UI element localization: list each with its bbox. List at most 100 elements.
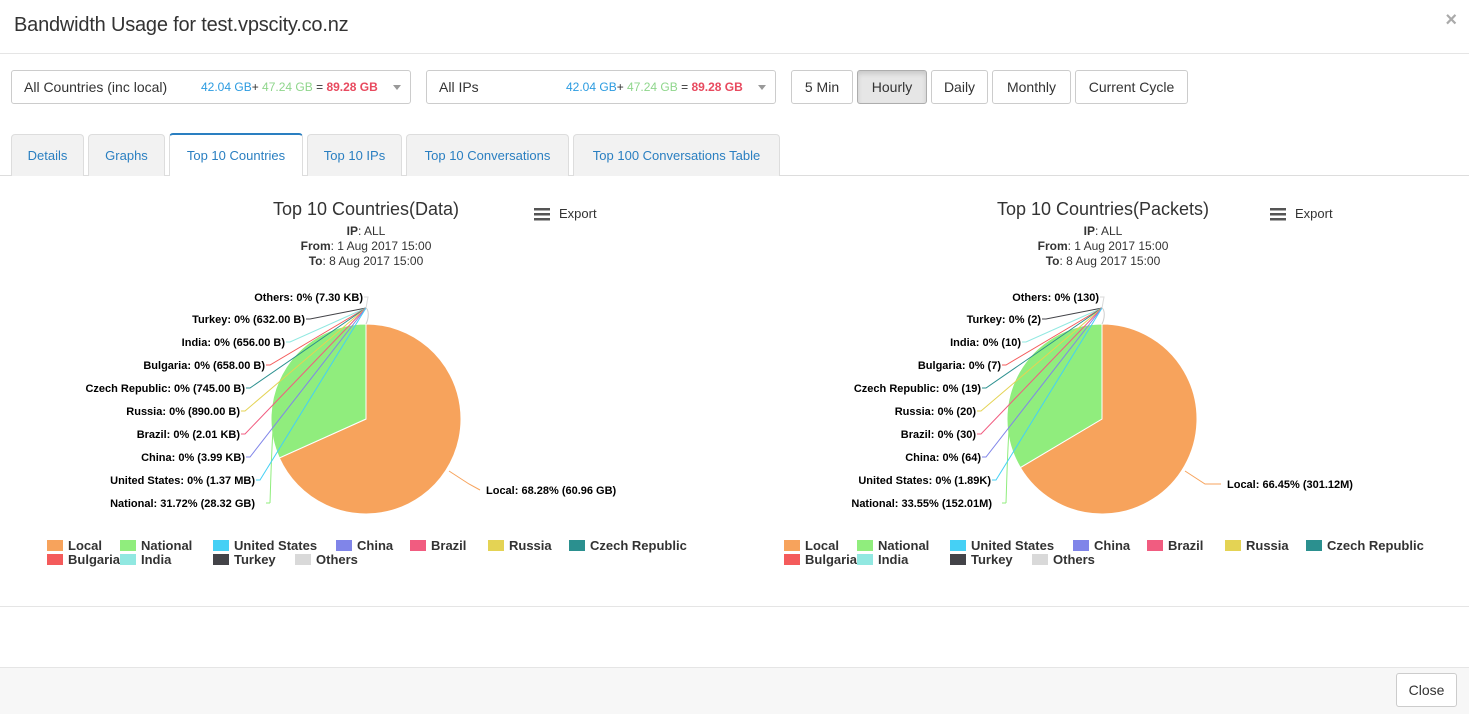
legend-swatch: [1306, 540, 1322, 551]
connector-united-states: [992, 307, 1103, 481]
export-button[interactable]: Export: [534, 206, 597, 221]
legend-label: National: [878, 538, 929, 553]
tab-top-10-conversations[interactable]: Top 10 Conversations: [406, 134, 569, 176]
export-label: Export: [1295, 206, 1333, 221]
legend-item-united-states[interactable]: United States: [950, 538, 1054, 553]
legend-label: Others: [1053, 552, 1095, 567]
legend-item-turkey[interactable]: Turkey: [950, 552, 1013, 567]
connector-bulgaria: [1002, 307, 1103, 366]
chart-subtitle-line: To: 8 Aug 2017 15:00: [1046, 254, 1161, 268]
chart-subtitle-line: From: 1 Aug 2017 15:00: [301, 239, 432, 253]
tab-bar: Details Graphs Top 10 Countries Top 10 I…: [0, 133, 1469, 176]
tab-top-100-conversations-table[interactable]: Top 100 Conversations Table: [573, 134, 780, 176]
data-label-united-states: United States: 0% (1.89K): [858, 475, 991, 487]
legend-swatch: [857, 554, 873, 565]
data-label-china: China: 0% (3.99 KB): [141, 452, 245, 464]
legend-item-others[interactable]: Others: [1032, 552, 1095, 567]
legend-item-others[interactable]: Others: [295, 552, 358, 567]
toolbar: All Countries (inc local) 42.04 GB+ 47.2…: [11, 70, 1461, 104]
ip-select[interactable]: All IPs 42.04 GB+ 47.24 GB = 89.28 GB: [426, 70, 776, 104]
data-label-czech-republic: Czech Republic: 0% (745.00 B): [85, 383, 245, 395]
legend-item-china[interactable]: China: [1073, 538, 1131, 553]
legend-item-russia[interactable]: Russia: [488, 538, 552, 553]
legend-item-turkey[interactable]: Turkey: [213, 552, 276, 567]
legend-label: National: [141, 538, 192, 553]
tab-details[interactable]: Details: [11, 134, 84, 176]
data-label-others: Others: 0% (7.30 KB): [254, 292, 363, 304]
legend-swatch: [857, 540, 873, 551]
legend-item-brazil[interactable]: Brazil: [410, 538, 466, 553]
pie-slice-local[interactable]: [1019, 323, 1198, 515]
legend-swatch: [950, 554, 966, 565]
legend-item-local[interactable]: Local: [47, 538, 102, 553]
chart-legend: Local National United States China Brazil Rus…: [784, 538, 1424, 567]
data-label-local: Local: 68.28% (60.96 GB): [486, 485, 617, 497]
modal-header: Bandwidth Usage for test.vpscity.co.nz ×: [0, 0, 1469, 54]
legend-item-bulgaria[interactable]: Bulgaria: [784, 552, 858, 567]
ip-select-label: All IPs: [439, 79, 479, 95]
data-label-czech-republic: Czech Republic: 0% (19): [854, 383, 981, 395]
legend-label: India: [141, 552, 172, 567]
country-select-label: All Countries (inc local): [24, 79, 168, 95]
legend-item-czech-republic[interactable]: Czech Republic: [1306, 538, 1424, 553]
tab-top-10-ips[interactable]: Top 10 IPs: [307, 134, 402, 176]
export-button[interactable]: Export: [1270, 206, 1333, 221]
data-label-brazil: Brazil: 0% (30): [901, 429, 977, 441]
legend-label: Bulgaria: [68, 552, 121, 567]
legend-item-czech-republic[interactable]: Czech Republic: [569, 538, 687, 553]
legend-label: Turkey: [234, 552, 276, 567]
legend-item-national[interactable]: National: [857, 538, 929, 553]
legend-item-brazil[interactable]: Brazil: [1147, 538, 1203, 553]
close-button[interactable]: Close: [1396, 673, 1457, 707]
legend-item-china[interactable]: China: [336, 538, 394, 553]
modal-footer: Close: [0, 667, 1469, 714]
range-daily-button[interactable]: Daily: [931, 70, 988, 104]
ip-select-sums: 42.04 GB+ 47.24 GB = 89.28 GB: [566, 80, 743, 94]
connector-india: [286, 307, 367, 343]
legend-swatch: [569, 540, 585, 551]
connector-curl: [1101, 307, 1105, 325]
legend-label: Russia: [509, 538, 552, 553]
legend-item-bulgaria[interactable]: Bulgaria: [47, 552, 121, 567]
range-monthly-button[interactable]: Monthly: [992, 70, 1071, 104]
range-current-cycle-button[interactable]: Current Cycle: [1075, 70, 1188, 104]
legend-item-national[interactable]: National: [120, 538, 192, 553]
connector-others: [364, 296, 369, 309]
legend-label: Brazil: [1168, 538, 1203, 553]
range-hourly-button[interactable]: Hourly: [857, 70, 927, 104]
connector-brazil: [241, 307, 367, 435]
legend-item-local[interactable]: Local: [784, 538, 839, 553]
pie-slice-local[interactable]: [278, 323, 462, 515]
connector-china: [982, 307, 1103, 458]
modal-title: Bandwidth Usage for test.vpscity.co.nz: [14, 14, 349, 36]
connector-czech-republic: [246, 307, 367, 389]
legend-item-india[interactable]: India: [857, 552, 909, 567]
range-5min-button[interactable]: 5 Min: [791, 70, 853, 104]
legend-swatch: [410, 540, 426, 551]
connector-turkey: [306, 307, 367, 320]
chart-title: Top 10 Countries(Data): [273, 199, 459, 219]
legend-label: Turkey: [971, 552, 1013, 567]
chart-subtitle-line: IP: ALL: [1084, 224, 1123, 238]
country-select[interactable]: All Countries (inc local) 42.04 GB+ 47.2…: [11, 70, 411, 104]
connector-bulgaria: [266, 307, 367, 366]
data-label-india: India: 0% (10): [950, 337, 1021, 349]
legend-label: Others: [316, 552, 358, 567]
chart-title: Top 10 Countries(Packets): [997, 199, 1209, 219]
data-label-bulgaria: Bulgaria: 0% (658.00 B): [143, 360, 265, 372]
connector-united-states: [256, 307, 367, 481]
legend-swatch: [784, 540, 800, 551]
legend-swatch: [1073, 540, 1089, 551]
legend-item-russia[interactable]: Russia: [1225, 538, 1289, 553]
legend-swatch: [47, 540, 63, 551]
legend-item-india[interactable]: India: [120, 552, 172, 567]
legend-label: India: [878, 552, 909, 567]
close-icon[interactable]: ×: [1445, 9, 1457, 31]
tab-graphs[interactable]: Graphs: [88, 134, 165, 176]
legend-swatch: [336, 540, 352, 551]
legend-item-united-states[interactable]: United States: [213, 538, 317, 553]
tab-top-10-countries[interactable]: Top 10 Countries: [169, 133, 303, 176]
